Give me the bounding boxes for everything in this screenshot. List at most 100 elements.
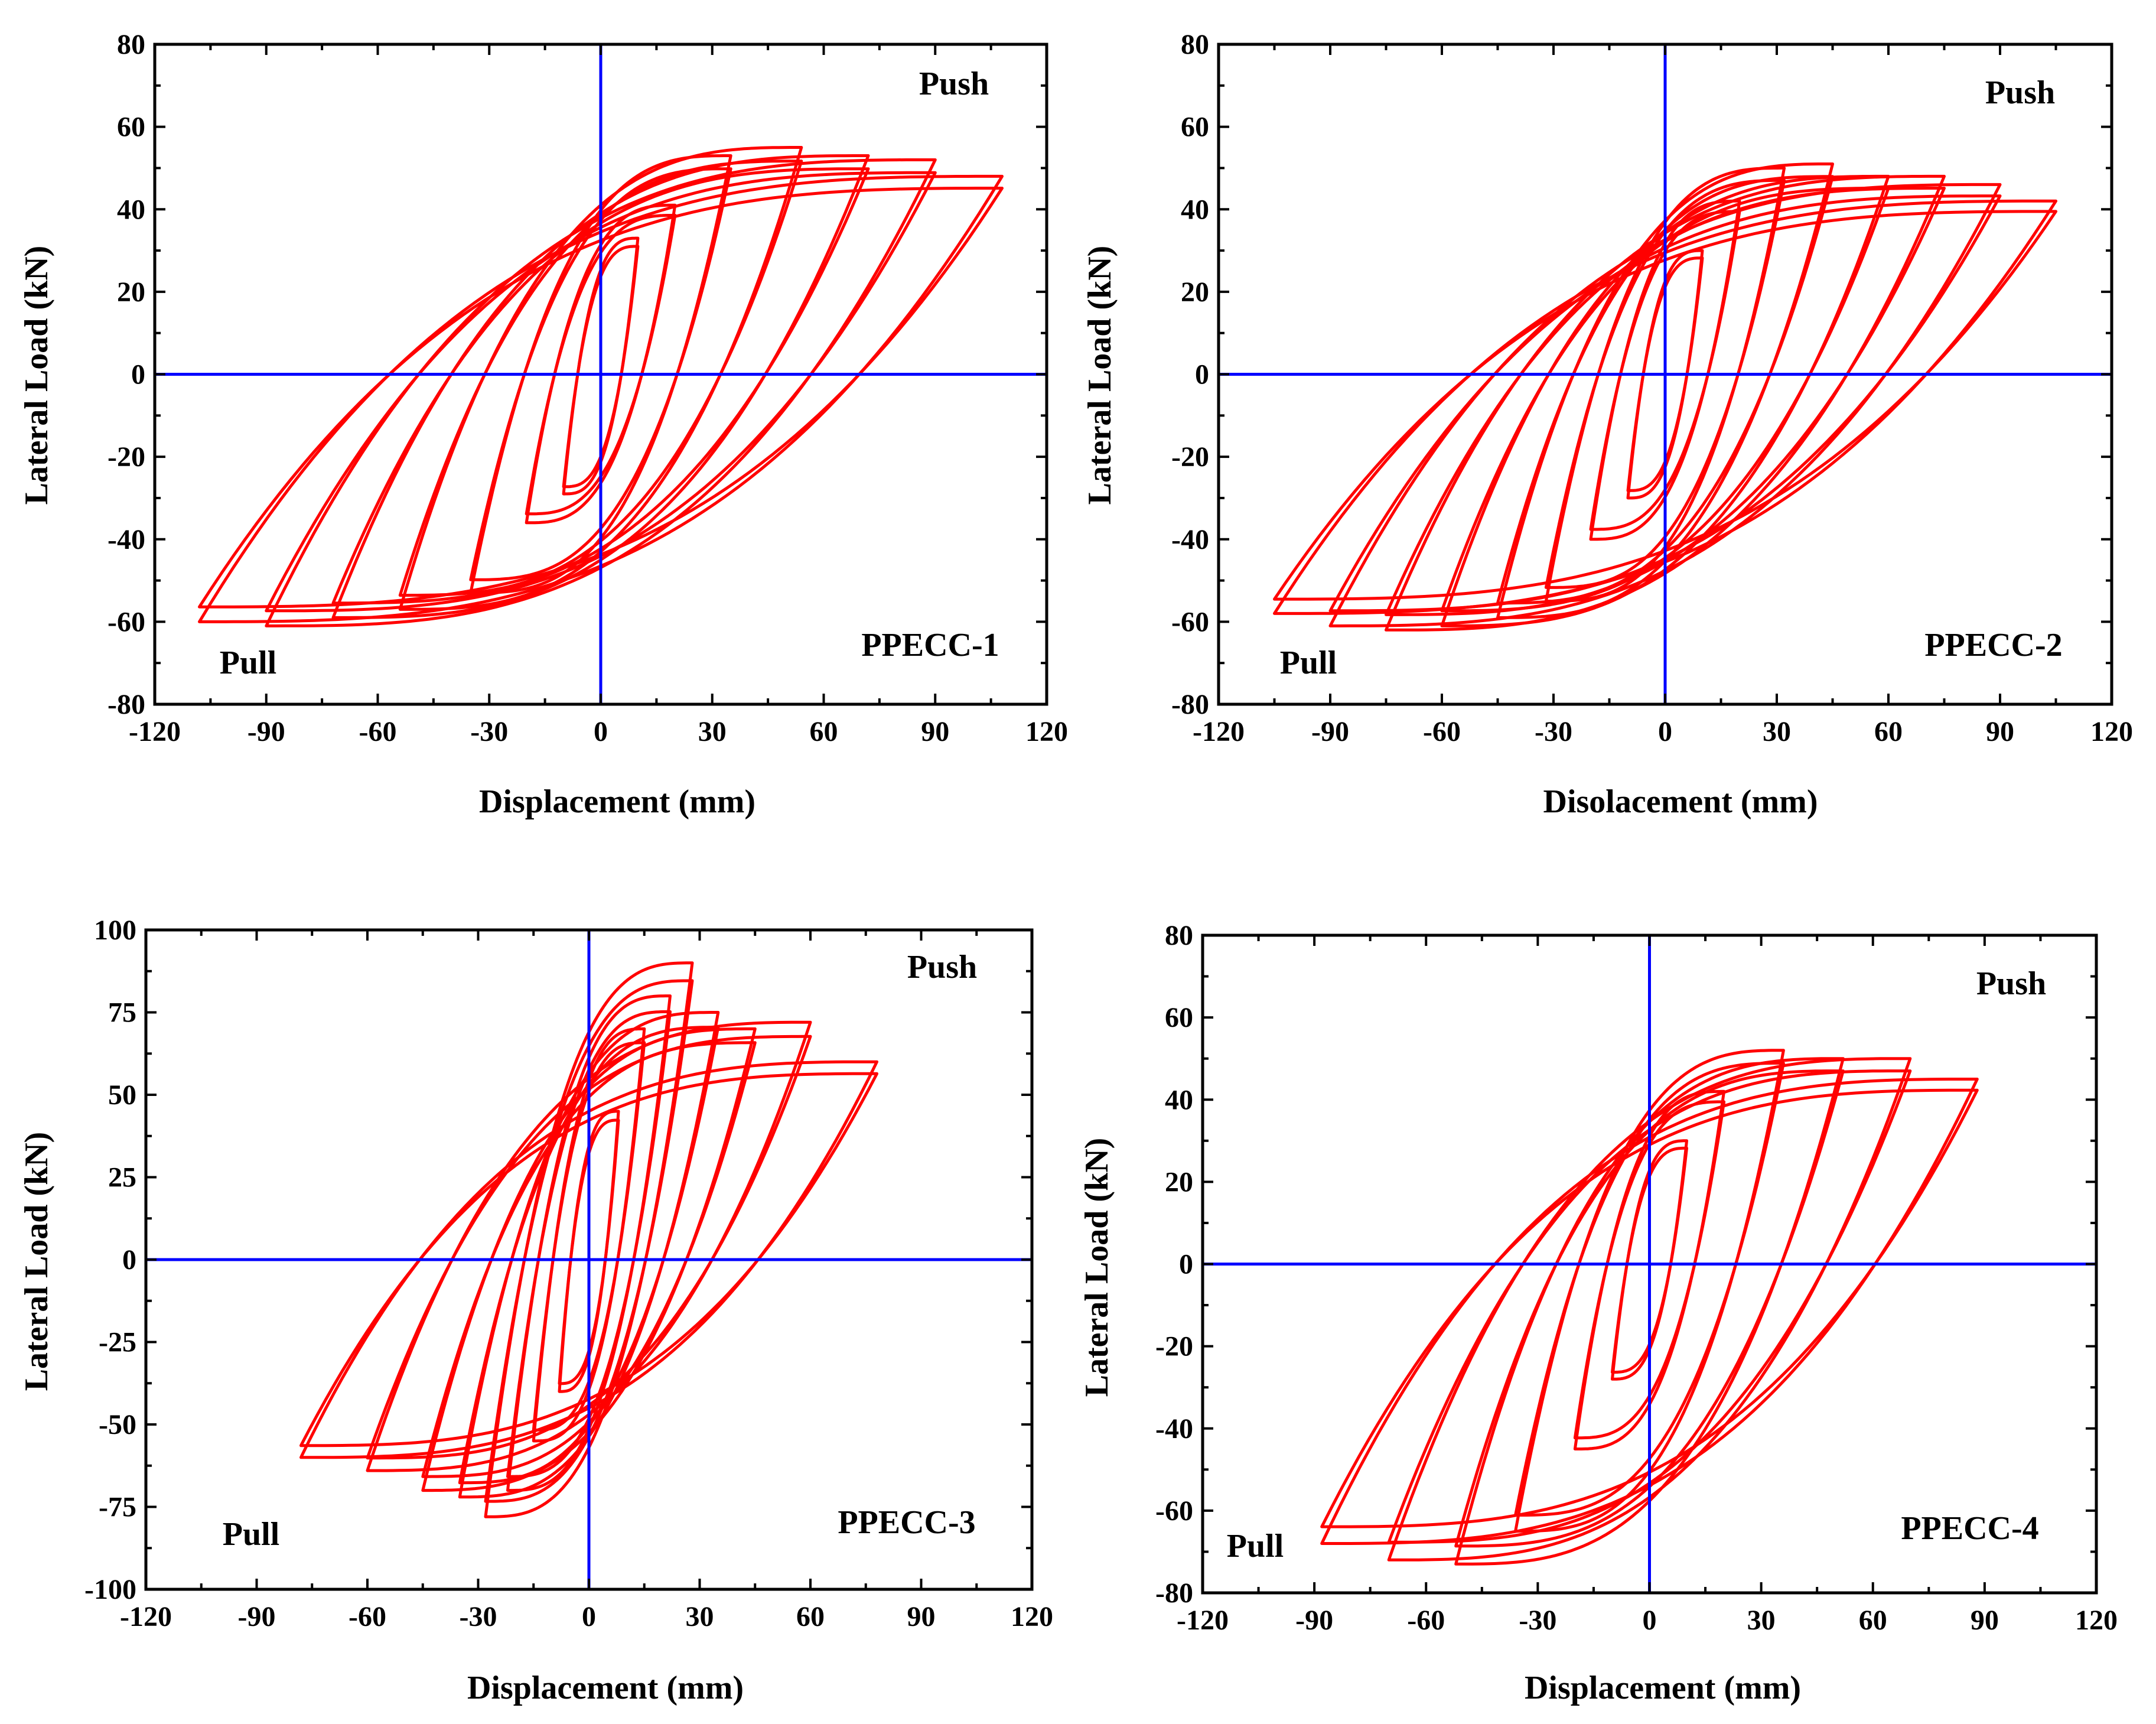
hysteresis-loop-1-repeat bbox=[1626, 256, 1704, 492]
y-tick-label: 100 bbox=[94, 915, 136, 946]
x-tick-label: 0 bbox=[594, 716, 608, 747]
x-tick-label: 30 bbox=[1747, 1605, 1776, 1636]
x-tick-label: -120 bbox=[1193, 716, 1245, 747]
hysteresis-loop-6 bbox=[421, 1027, 757, 1492]
x-tick-label: -60 bbox=[1407, 1605, 1445, 1636]
hysteresis-loop-5-repeat bbox=[331, 167, 870, 605]
hysteresis-loop-5 bbox=[458, 1011, 720, 1499]
y-tick-label: -60 bbox=[108, 606, 145, 637]
hysteresis-loop-6 bbox=[1385, 174, 1946, 632]
y-axis-title: Lateral Load (kN) bbox=[1079, 1138, 1115, 1397]
hysteresis-loop-6-repeat bbox=[1320, 1088, 1979, 1528]
y-tick-label: -80 bbox=[1155, 1577, 1193, 1609]
y-tick-label: -40 bbox=[1155, 1413, 1193, 1445]
hysteresis-loop-3-repeat bbox=[469, 167, 732, 581]
y-tick-label: -20 bbox=[1155, 1331, 1193, 1362]
x-tick-label: 30 bbox=[686, 1601, 714, 1632]
x-tick-label: 120 bbox=[2090, 716, 2133, 747]
x-tick-label: -90 bbox=[1311, 716, 1349, 747]
y-tick-label: -80 bbox=[1171, 689, 1209, 720]
panel-ppecc-4: Lateral Load (kN) Displacement (mm) Push… bbox=[1079, 920, 2118, 1706]
pull-label: Pull bbox=[223, 1516, 279, 1553]
y-axis-title: Lateral Load (kN) bbox=[18, 246, 55, 505]
x-tick-label: -60 bbox=[349, 1601, 386, 1632]
x-tick-label: -90 bbox=[1295, 1605, 1333, 1636]
y-tick-label: 80 bbox=[117, 29, 145, 60]
hysteresis-loop-5-repeat bbox=[1387, 1069, 1912, 1544]
hysteresis-loop-5 bbox=[331, 154, 870, 619]
pull-label: Pull bbox=[1227, 1528, 1284, 1564]
hysteresis-loop-4 bbox=[484, 961, 694, 1518]
x-tick-label: 60 bbox=[1874, 716, 1903, 747]
specimen-label: PPECC-3 bbox=[838, 1504, 975, 1541]
specimen-label: PPECC-2 bbox=[1924, 627, 2062, 663]
push-label: Push bbox=[1976, 965, 2046, 1002]
push-label: Push bbox=[1985, 74, 2055, 111]
hysteresis-loop-7 bbox=[366, 1020, 812, 1472]
y-tick-label: -100 bbox=[84, 1574, 136, 1605]
x-tick-label: 120 bbox=[2075, 1605, 2118, 1636]
x-tick-label: 90 bbox=[1971, 1605, 1999, 1636]
y-tick-label: -60 bbox=[1171, 606, 1209, 637]
x-tick-label: -60 bbox=[1423, 716, 1461, 747]
x-tick-label: 120 bbox=[1025, 716, 1068, 747]
hysteresis-curves bbox=[299, 961, 878, 1518]
x-tick-label: -60 bbox=[359, 716, 397, 747]
y-axis-title: Lateral Load (kN) bbox=[18, 1132, 55, 1391]
y-tick-label: -20 bbox=[1171, 441, 1209, 473]
y-tick-label: -25 bbox=[99, 1327, 136, 1358]
hysteresis-loop-6-repeat bbox=[421, 1041, 757, 1478]
x-tick-label: 30 bbox=[698, 716, 727, 747]
hysteresis-loop-7 bbox=[198, 174, 1004, 623]
hysteresis-curves bbox=[198, 146, 1004, 627]
y-tick-label: -80 bbox=[108, 689, 145, 720]
specimen-label: PPECC-4 bbox=[1901, 1510, 2038, 1547]
x-tick-label: 90 bbox=[1986, 716, 2014, 747]
hysteresis-loop-7-repeat bbox=[198, 187, 1004, 609]
x-axis-title: Displacement (mm) bbox=[467, 1670, 744, 1706]
hysteresis-loop-1-repeat bbox=[558, 1118, 620, 1385]
x-tick-label: 0 bbox=[1643, 1605, 1657, 1636]
hysteresis-loop-2-repeat bbox=[1573, 1100, 1726, 1440]
hysteresis-loop-3-repeat bbox=[1514, 1062, 1785, 1517]
x-tick-label: 0 bbox=[1658, 716, 1672, 747]
hysteresis-loop-3-repeat bbox=[1544, 178, 1786, 589]
hysteresis-loop-8-repeat bbox=[1273, 210, 2057, 601]
y-tick-label: 75 bbox=[108, 997, 136, 1029]
x-tick-label: 90 bbox=[907, 1601, 936, 1632]
x-tick-label: -30 bbox=[1535, 716, 1572, 747]
hysteresis-loop-8 bbox=[1273, 199, 2057, 615]
y-tick-label: 0 bbox=[1179, 1249, 1193, 1280]
panel-ppecc-3: Lateral Load (kN) Displacement (mm) Push… bbox=[18, 915, 1053, 1706]
pull-label: Pull bbox=[220, 645, 276, 681]
x-tick-label: 120 bbox=[1011, 1601, 1053, 1632]
y-tick-label: 80 bbox=[1181, 29, 1209, 60]
hysteresis-loop-6-repeat bbox=[1385, 187, 1946, 616]
hysteresis-loop-3 bbox=[1514, 1049, 1785, 1533]
x-axis-title: Displacement (mm) bbox=[1525, 1670, 1801, 1706]
y-tick-label: 60 bbox=[1181, 112, 1209, 143]
y-tick-label: -20 bbox=[108, 441, 145, 473]
x-tick-label: 60 bbox=[810, 716, 838, 747]
hysteresis-loop-1-repeat bbox=[1611, 1146, 1688, 1374]
specimen-label: PPECC-1 bbox=[861, 627, 999, 663]
y-tick-label: 25 bbox=[108, 1162, 136, 1193]
hysteresis-loop-3-repeat bbox=[506, 1010, 672, 1478]
hysteresis-loop-6 bbox=[1320, 1078, 1979, 1545]
y-tick-label: 0 bbox=[1195, 359, 1209, 391]
x-tick-label: 90 bbox=[921, 716, 949, 747]
x-axis-title: Displacement (mm) bbox=[479, 783, 755, 820]
y-tick-label: 0 bbox=[131, 359, 145, 391]
y-tick-label: -40 bbox=[1171, 524, 1209, 555]
hysteresis-loop-6-repeat bbox=[265, 171, 937, 613]
hysteresis-loop-5 bbox=[1387, 1057, 1912, 1562]
y-tick-label: 0 bbox=[122, 1244, 136, 1276]
x-tick-label: 60 bbox=[1859, 1605, 1887, 1636]
x-tick-label: -30 bbox=[470, 716, 508, 747]
y-tick-label: 50 bbox=[108, 1079, 136, 1111]
x-tick-label: 0 bbox=[582, 1601, 596, 1632]
x-tick-label: -120 bbox=[129, 716, 181, 747]
y-tick-label: -75 bbox=[99, 1492, 136, 1523]
y-tick-label: 40 bbox=[1165, 1084, 1193, 1115]
